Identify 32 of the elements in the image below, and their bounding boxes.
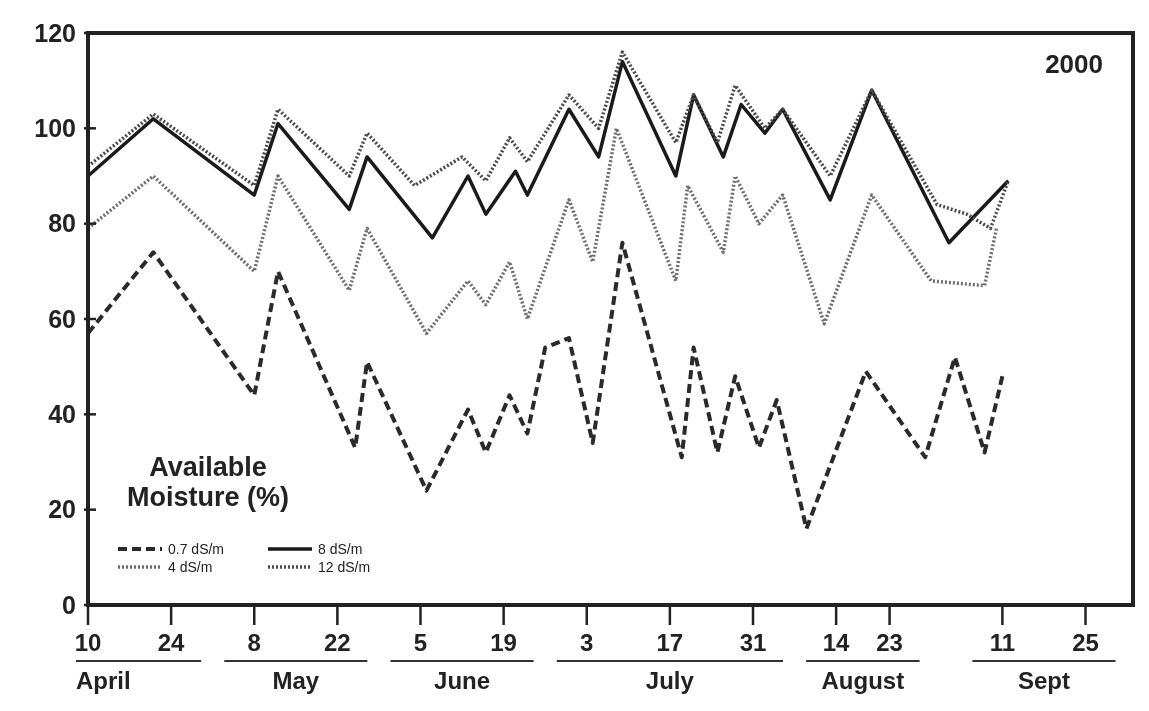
y-tick-label: 40: [48, 400, 76, 429]
x-tick-label: 23: [876, 629, 903, 656]
y-tick-label: 20: [48, 495, 76, 524]
legend-label: 8 dS/m: [318, 540, 363, 557]
x-tick-label: 3: [580, 629, 594, 656]
annotation: 2000: [1045, 49, 1103, 79]
text: July: [645, 667, 695, 694]
x-tick-label: 22: [324, 629, 351, 656]
legend-label: 12 dS/m: [318, 558, 371, 575]
x-tick-label: 25: [1072, 629, 1099, 656]
y-tick-label: 100: [34, 114, 76, 143]
y-tick-label: 120: [34, 18, 76, 47]
y-tick-label: 60: [48, 304, 76, 333]
x-tick-label: 14: [822, 629, 851, 656]
text: August: [821, 667, 905, 694]
x-tick-label: 17: [656, 629, 684, 656]
x-tick-label: 8: [247, 629, 261, 656]
legend-label: 4 dS/m: [168, 558, 213, 575]
y-axis-title: Available Moisture (%): [127, 452, 289, 513]
text: Sept: [1017, 667, 1070, 694]
legend-label: 0.7 dS/m: [168, 540, 225, 557]
x-tick-label: 31: [739, 629, 767, 656]
y-tick-label: 80: [48, 209, 76, 238]
text: May: [272, 667, 320, 694]
x-tick-label: 11: [989, 629, 1016, 656]
x-tick-label: 5: [413, 629, 428, 656]
x-tick-label: 19: [490, 629, 517, 656]
x-tick-label: 10: [74, 629, 102, 656]
text: June: [434, 667, 491, 694]
text: April: [76, 667, 131, 694]
y-tick-label: 0: [62, 590, 76, 619]
x-tick-label: 24: [157, 629, 186, 656]
